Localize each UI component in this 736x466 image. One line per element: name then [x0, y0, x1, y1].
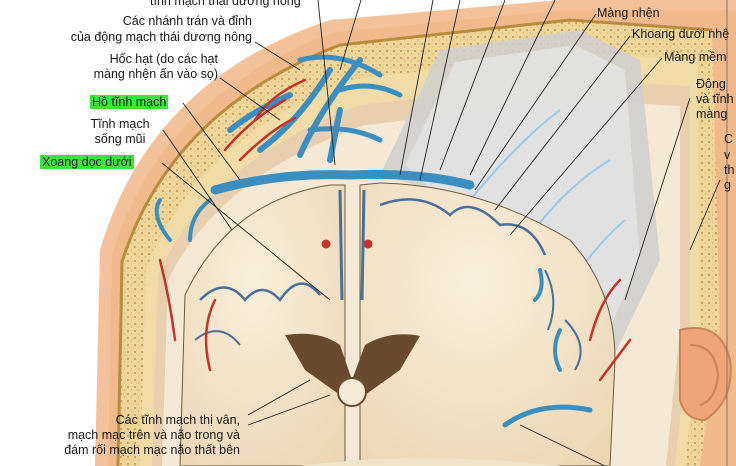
- label-meningeal-vessels-line1: Động: [696, 77, 726, 91]
- label-striate-veins-line1: Các tĩnh mạch thị vân,: [115, 413, 240, 427]
- ear: [679, 327, 732, 422]
- label-diploic-vein-line1: Tĩnh mạch: [90, 117, 150, 131]
- label-edge-v: v: [724, 148, 731, 162]
- label-venous-lacuna: Hồ tĩnh mạch: [90, 95, 169, 109]
- lateral-ventricles: [285, 333, 420, 407]
- label-granular-pits-line1: Hốc hạt (do các hạt: [109, 52, 218, 66]
- label-diploic-vein-line2: sống mũi: [94, 132, 146, 146]
- label-edge-c: C: [724, 132, 734, 146]
- brain-hemispheres: [179, 182, 616, 466]
- label-frontal-parietal-branches-line2: của động mạch thái dương nông: [70, 30, 252, 44]
- label-edge-th: th: [724, 163, 735, 177]
- lower-section-edge: [300, 458, 560, 466]
- label-arachnoid: Màng nhện: [597, 6, 660, 20]
- label-inferior-sagittal-sinus: Xoang dọc dưới: [40, 155, 134, 169]
- superior-sagittal-sinus-and-veins: [154, 54, 593, 428]
- label-frontal-parietal-branches-line1: Các nhánh trán và đỉnh: [122, 14, 252, 28]
- label-superficial-temporal-vein: tĩnh mạch thái dương nông: [150, 0, 301, 8]
- label-pia-mater: Màng mềm: [664, 50, 727, 64]
- label-striate-veins-line2: mạch mạc trên và não trong và: [67, 428, 240, 442]
- label-leader-lines: [161, 0, 721, 466]
- meningeal-arteries: [158, 78, 632, 382]
- label-subarachnoid-space: Khoang dưới nhệ: [632, 27, 730, 41]
- label-meningeal-vessels-line3: màng: [696, 107, 728, 121]
- label-striate-veins-line3: đám rối mạch mạc não thất bên: [64, 443, 240, 457]
- label-granular-pits-line2: màng nhện ấn vào sọ): [93, 67, 218, 81]
- label-meningeal-vessels-line2: và tĩnh: [696, 92, 734, 106]
- label-edge-g: g: [724, 178, 731, 192]
